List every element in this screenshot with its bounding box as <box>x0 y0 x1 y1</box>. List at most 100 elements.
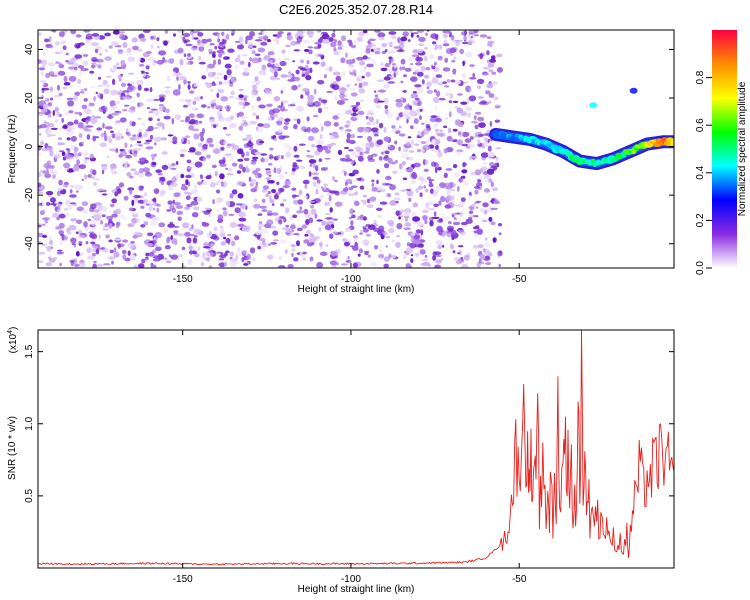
noise-speck <box>422 209 429 214</box>
noise-speck <box>494 104 502 107</box>
noise-speck <box>316 261 323 268</box>
noise-speck <box>60 40 67 45</box>
noise-speck <box>291 187 297 191</box>
noise-speck <box>308 159 317 164</box>
noise-speck <box>48 45 54 48</box>
noise-speck <box>273 194 279 200</box>
spectrogram-noise-speckle <box>38 30 503 268</box>
noise-speck <box>330 41 337 48</box>
noise-speck <box>101 193 108 196</box>
noise-speck <box>158 50 167 56</box>
noise-speck <box>93 116 102 119</box>
noise-speck <box>225 117 233 122</box>
noise-speck <box>318 54 324 57</box>
noise-speck <box>173 232 179 236</box>
noise-speck <box>498 263 501 268</box>
noise-speck <box>182 264 187 268</box>
noise-speck <box>347 193 356 197</box>
noise-speck <box>393 197 401 201</box>
noise-speck <box>292 233 300 236</box>
noise-speck <box>447 127 452 134</box>
noise-speck <box>324 201 331 206</box>
noise-speck <box>39 80 47 83</box>
noise-speck <box>371 182 375 187</box>
noise-speck <box>137 84 142 91</box>
noise-speck <box>137 263 145 268</box>
noise-speck <box>67 230 72 235</box>
noise-speck <box>230 90 235 96</box>
noise-speck <box>412 202 419 208</box>
noise-speck <box>479 208 486 213</box>
noise-speck <box>143 30 151 33</box>
noise-speck <box>65 200 70 206</box>
noise-speck <box>435 254 442 257</box>
noise-speck <box>292 164 300 170</box>
noise-speck <box>47 62 56 67</box>
noise-speck <box>257 123 264 127</box>
noise-speck <box>188 125 194 131</box>
noise-speck <box>193 184 198 189</box>
noise-speck <box>180 149 188 153</box>
noise-speck <box>191 34 195 41</box>
noise-speck <box>300 83 304 87</box>
noise-speck <box>452 100 459 103</box>
noise-speck <box>284 249 288 254</box>
noise-speck <box>229 222 238 228</box>
noise-speck <box>178 99 186 102</box>
noise-speck <box>144 172 153 177</box>
noise-speck <box>200 96 204 100</box>
noise-speck <box>81 201 89 207</box>
noise-speck <box>441 214 445 219</box>
noise-speck <box>49 134 56 137</box>
noise-speck <box>246 141 254 147</box>
noise-speck <box>163 59 168 63</box>
noise-speck <box>318 158 323 163</box>
noise-speck <box>212 53 216 58</box>
noise-speck <box>378 89 386 93</box>
noise-speck <box>317 79 325 85</box>
noise-speck <box>235 203 243 206</box>
noise-speck <box>110 163 117 170</box>
noise-speck <box>188 250 194 255</box>
noise-speck <box>199 131 204 138</box>
isolated-detection <box>589 102 598 109</box>
noise-speck <box>208 48 213 53</box>
noise-speck <box>257 213 263 217</box>
noise-speck <box>306 116 310 122</box>
noise-speck <box>218 116 226 122</box>
noise-speck <box>227 48 235 53</box>
noise-speck <box>224 63 232 69</box>
noise-speck <box>461 169 468 174</box>
noise-speck <box>346 84 351 88</box>
noise-speck <box>152 98 161 101</box>
noise-speck <box>62 86 67 90</box>
noise-speck <box>187 258 193 265</box>
noise-speck <box>453 216 457 220</box>
noise-speck <box>346 122 351 125</box>
noise-speck <box>314 236 321 239</box>
noise-speck <box>193 133 200 140</box>
noise-speck <box>319 251 328 257</box>
noise-speck <box>126 172 132 177</box>
noise-speck <box>123 96 131 100</box>
noise-speck <box>321 220 326 226</box>
noise-speck <box>426 176 431 180</box>
noise-speck <box>184 231 191 237</box>
noise-speck <box>142 167 150 173</box>
noise-speck <box>345 227 352 232</box>
noise-speck <box>389 200 397 206</box>
noise-speck <box>325 167 328 170</box>
noise-speck <box>392 170 398 174</box>
noise-speck <box>291 248 296 252</box>
noise-speck <box>208 265 213 268</box>
noise-speck <box>342 169 345 173</box>
noise-speck <box>383 157 389 161</box>
noise-speck <box>388 227 395 234</box>
noise-speck <box>313 198 321 203</box>
snr-line <box>38 330 674 566</box>
noise-speck <box>345 138 351 144</box>
noise-speck <box>371 186 378 192</box>
noise-speck <box>395 130 399 135</box>
noise-speck <box>463 35 468 41</box>
noise-speck <box>172 136 178 142</box>
